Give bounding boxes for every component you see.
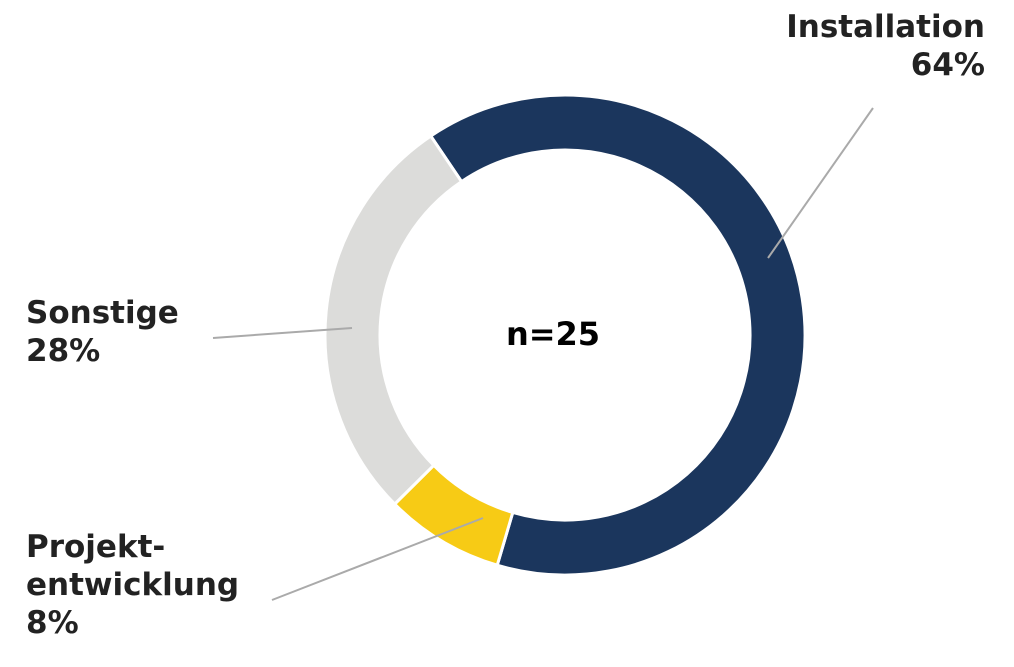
slice-label: Sonstige 28% (26, 294, 179, 370)
value-label: 28% (26, 333, 101, 369)
donut-slice (428, 93, 807, 577)
slice-label: Installation 64% (786, 8, 985, 84)
leader-line (767, 107, 874, 259)
category-label: Projekt- entwicklung (26, 529, 240, 603)
donut (323, 93, 807, 577)
leader-line (271, 517, 484, 601)
donut-slice (323, 133, 464, 507)
category-label: Installation (786, 9, 985, 45)
value-label: 64% (910, 47, 985, 83)
slice-label: Projekt- entwicklung 8% (26, 528, 239, 642)
leader-line (212, 327, 353, 339)
category-label: Sonstige (26, 295, 179, 331)
value-label: 8% (26, 605, 79, 641)
center-label: n=25 (506, 315, 600, 353)
